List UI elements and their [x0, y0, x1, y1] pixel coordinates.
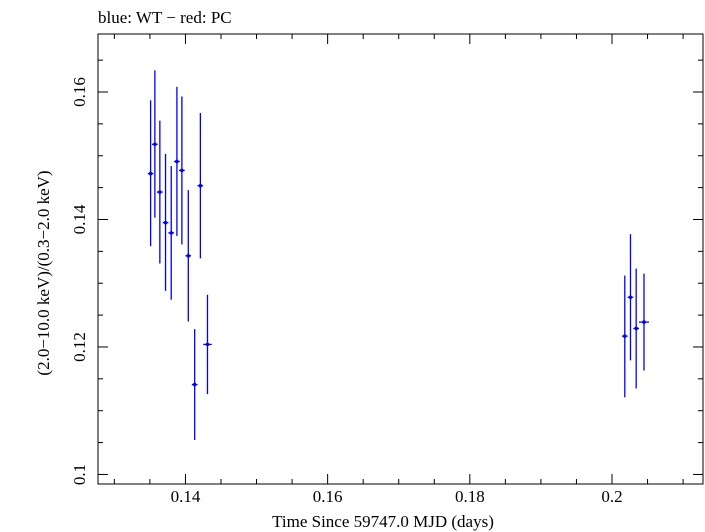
data-series-wt	[147, 70, 649, 441]
plot-frame	[97, 33, 704, 485]
data-point	[639, 273, 649, 371]
data-point	[185, 190, 192, 322]
y-axis-label: (2.0−10.0 keV)/(0.3−2.0 keV)	[34, 170, 53, 375]
point-marker	[622, 334, 627, 338]
point-marker	[148, 171, 153, 176]
x-tick-label: 0.2	[601, 487, 622, 506]
chart-title: blue: WT − red: PC	[98, 8, 232, 27]
point-marker	[153, 142, 157, 147]
y-tick-label: 0.1	[70, 464, 89, 485]
x-tick-label: 0.14	[171, 487, 201, 506]
data-point	[621, 275, 628, 398]
point-marker	[642, 320, 646, 324]
x-axis-label: Time Since 59747.0 MJD (days)	[272, 512, 494, 531]
y-tick-label: 0.16	[70, 77, 89, 107]
point-marker	[192, 382, 197, 387]
data-point	[203, 294, 212, 395]
x-axis: 0.14 0.16 0.18 0.2	[113, 34, 684, 506]
data-point	[168, 165, 175, 300]
point-marker	[198, 183, 203, 188]
point-marker	[163, 220, 168, 225]
data-point	[197, 113, 204, 259]
point-marker	[169, 231, 174, 235]
y-tick-label: 0.14	[70, 204, 89, 234]
data-point	[633, 268, 640, 389]
y-axis: 0.1 0.12 0.14 0.16	[70, 59, 703, 485]
data-point	[174, 86, 180, 237]
point-marker	[180, 168, 184, 173]
data-point	[157, 120, 163, 264]
x-tick-label: 0.18	[455, 487, 485, 506]
point-marker	[628, 295, 633, 300]
y-tick-label: 0.12	[70, 332, 89, 362]
data-point	[627, 234, 634, 361]
point-marker	[175, 159, 179, 164]
data-point	[152, 70, 158, 218]
data-point	[162, 153, 169, 291]
data-point	[147, 100, 154, 247]
point-marker	[186, 254, 191, 258]
point-marker	[158, 190, 162, 194]
point-marker	[634, 326, 638, 331]
data-point	[179, 96, 185, 245]
x-tick-label: 0.16	[313, 487, 343, 506]
point-marker	[205, 342, 210, 347]
data-point	[191, 329, 198, 441]
